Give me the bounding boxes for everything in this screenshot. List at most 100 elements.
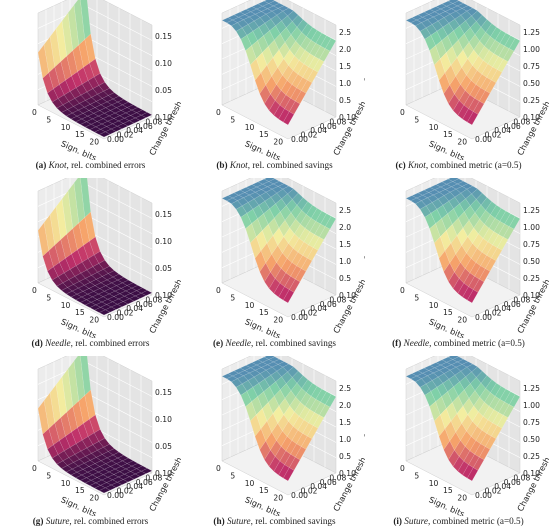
- y-tick-label: 0.00: [107, 491, 124, 500]
- z-axis-label: Savings: [364, 54, 365, 86]
- x-tick-label: 5: [414, 115, 419, 124]
- x-tick-label: 20: [89, 494, 99, 503]
- z-tick-label: 1.5: [339, 62, 351, 71]
- z-axis-label: Savings: [364, 410, 365, 442]
- x-tick-label: 15: [443, 130, 453, 139]
- x-tick-label: 20: [273, 138, 283, 147]
- z-tick-label: 0.50: [523, 257, 540, 266]
- x-tick-label: 10: [245, 479, 255, 488]
- surface-cell: [307, 69, 319, 83]
- y-tick-label: 0.06: [504, 122, 521, 131]
- surface-mesh: [405, 0, 521, 126]
- surface-cell: [98, 487, 111, 494]
- caption-text: , combined metric (a=0.5): [429, 338, 525, 348]
- y-tick-label: 0.06: [504, 478, 521, 487]
- caption-i: (i) Suture, combined metric (a=0.5): [368, 516, 549, 526]
- z-tick-label: 1.0: [339, 79, 351, 88]
- y-tick-label: 0.10: [339, 291, 356, 300]
- z-tick-label: 1.0: [339, 435, 351, 444]
- caption-text: , rel. combined savings: [250, 516, 336, 526]
- z-tick-label: 0.50: [523, 79, 540, 88]
- chart-panel-d: 0 5 10 15 20 Sign. bits 0.00 0.02 0.04 0.06 0.08 0.…: [0, 178, 181, 354]
- y-tick-label: 0.06: [320, 300, 337, 309]
- caption-text: , rel. combined errors: [66, 160, 146, 170]
- surface-mesh: [37, 356, 153, 494]
- chart-panel-b: 0 5 10 15 20 Sign. bits 0.00 0.02 0.04 0.06 0.08 0.…: [184, 0, 365, 176]
- z-tick-label: 0.10: [155, 415, 172, 424]
- z-tick-label: 1.00: [523, 401, 540, 410]
- x-tick-label: 5: [230, 293, 235, 302]
- caption-letter: (g): [32, 516, 44, 526]
- x-tick-label: 5: [230, 471, 235, 480]
- y-tick-label: 0.02: [301, 131, 318, 140]
- y-tick-label: 0.00: [107, 313, 124, 322]
- x-tick-label: 5: [414, 293, 419, 302]
- x-tick-label: 10: [61, 479, 71, 488]
- chart-panel-f: 0 5 10 15 20 Sign. bits 0.00 0.02 0.04 0.06 0.08 0.…: [368, 178, 549, 354]
- z-tick-label: 0.5: [339, 274, 351, 283]
- surface-cell: [122, 298, 135, 305]
- y-tick-label: 0.00: [107, 135, 124, 144]
- caption-dataset: Needle: [45, 338, 71, 348]
- surface-cell: [116, 479, 129, 485]
- y-tick-label: 0.00: [291, 135, 308, 144]
- y-tick-label: 0.08: [145, 295, 162, 304]
- z-tick-label: 0.75: [523, 418, 540, 427]
- surface-cell: [110, 482, 123, 488]
- y-tick-label: 0.10: [523, 113, 540, 122]
- surface-cell: [467, 111, 479, 126]
- z-tick-label: 1.00: [523, 45, 540, 54]
- surface-cell: [307, 247, 319, 261]
- caption-c: (c) Knot, combined metric (a=0.5): [368, 160, 549, 170]
- surface-cell: [116, 301, 129, 307]
- caption-g: (g) Suture, rel. combined errors: [0, 516, 181, 526]
- y-tick-label: 0.02: [301, 487, 318, 496]
- surface-cell: [110, 126, 123, 132]
- x-tick-label: 5: [46, 471, 51, 480]
- surface-cell: [98, 309, 111, 316]
- z-tick-label: 1.00: [523, 223, 540, 232]
- caption-d: (d) Needle, rel. combined errors: [0, 338, 181, 348]
- surface-mesh: [37, 178, 153, 316]
- y-tick-label: 0.00: [291, 491, 308, 500]
- y-tick-label: 0.04: [310, 304, 327, 313]
- y-tick-label: 0.02: [301, 309, 318, 318]
- y-tick-label: 0.06: [136, 122, 153, 131]
- surface-cell: [491, 247, 503, 261]
- caption-dataset: Knot: [407, 160, 426, 170]
- x-tick-label: 0: [32, 286, 37, 295]
- x-tick-label: 15: [75, 130, 85, 139]
- caption-dataset: Suture: [226, 516, 251, 526]
- caption-letter: (e): [213, 338, 224, 348]
- y-tick-label: 0.02: [485, 131, 502, 140]
- x-tick-label: 0: [32, 464, 37, 473]
- z-tick-label: 2.5: [339, 28, 351, 37]
- caption-dataset: Suture: [404, 516, 428, 526]
- z-tick-label: 2.5: [339, 384, 351, 393]
- z-tick-label: 0.05: [155, 86, 172, 95]
- chart-panel-h: 0 5 10 15 20 Sign. bits 0.00 0.02 0.04 0.06 0.08 0.…: [184, 356, 365, 532]
- chart-panel-c: 0 5 10 15 20 Sign. bits 0.00 0.02 0.04 0.06 0.08 0.…: [368, 0, 549, 176]
- surface-cell: [116, 123, 129, 129]
- z-tick-label: 0.25: [523, 452, 540, 461]
- surface-cell: [283, 289, 295, 304]
- chart-panel-e: 0 5 10 15 20 Sign. bits 0.00 0.02 0.04 0.06 0.08 0.…: [184, 178, 365, 354]
- y-tick-label: 0.10: [339, 113, 356, 122]
- y-tick-label: 0.04: [494, 304, 511, 313]
- y-tick-label: 0.04: [494, 482, 511, 491]
- y-tick-label: 0.02: [117, 131, 134, 140]
- surface-mesh: [221, 356, 337, 482]
- z-tick-label: 1.5: [339, 418, 351, 427]
- z-tick-label: 2.0: [339, 401, 351, 410]
- surface-cell: [122, 476, 135, 483]
- chart-panel-g: 0 5 10 15 20 Sign. bits 0.00 0.02 0.04 0.06 0.08 0.…: [0, 356, 181, 532]
- z-axis-label: Metric: [548, 410, 549, 435]
- surface-cell: [283, 111, 295, 126]
- y-tick-label: 0.10: [339, 469, 356, 478]
- z-tick-label: 2.5: [339, 206, 351, 215]
- z-tick-label: 1.25: [523, 206, 540, 215]
- caption-letter: (c): [395, 160, 406, 170]
